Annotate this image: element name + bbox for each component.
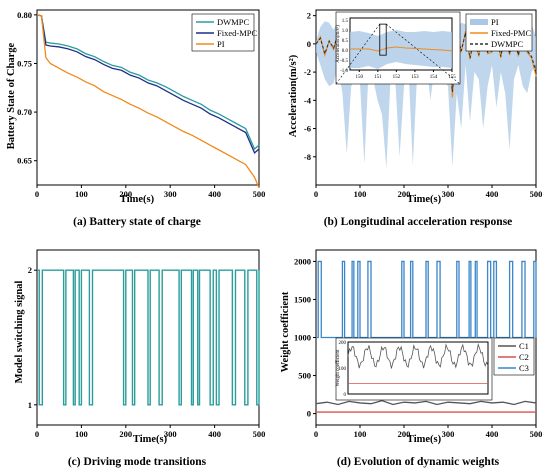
caption-c: (c) Driving mode transitions (68, 456, 207, 468)
inset-x-tick-label-b: 154 (430, 75, 438, 80)
legend-label-a: DWMPC (217, 17, 249, 27)
ylabel-c: Model switching signal (14, 281, 25, 384)
x-tick-label-c: 100 (75, 429, 88, 439)
series-line-a-pi (36, 14, 260, 189)
legend-label-a: PI (217, 39, 225, 49)
x-tick-label-b: 200 (398, 189, 411, 199)
inset-frame-d (335, 337, 493, 401)
series-line-a-fixed-mpc (36, 14, 260, 154)
y-tick-label-b: -8 (304, 152, 311, 162)
y-tick-label-b: -2 (304, 67, 311, 77)
inset-x-tick-label-b: 150 (356, 75, 364, 80)
x-tick-label-a: 0 (35, 189, 39, 199)
x-tick-label-a: 100 (75, 189, 88, 199)
inset-y-tick-label-d: 0 (344, 393, 347, 398)
legend-label-d: C1 (519, 341, 529, 351)
y-tick-label-a: 0.70 (17, 107, 32, 117)
x-tick-label-c: 0 (35, 429, 39, 439)
series-line-d-c3 (316, 260, 537, 339)
panel-acceleration: (b) Longitudinal acceleration response T… (288, 9, 543, 228)
zoom-box-b (379, 23, 387, 56)
y-tick-label-b: -4 (304, 95, 312, 105)
inset-ylabel-d: Weight coefficient (336, 349, 341, 386)
y-tick-label-c: 2 (28, 265, 32, 275)
x-tick-label-b: 100 (354, 189, 367, 199)
legend-label-a: Fixed-MPC (217, 28, 257, 38)
inset-line-d-c1 (347, 343, 489, 369)
ylabel-d: Weight coefficient (280, 291, 291, 372)
x-tick-label-b: 500 (530, 189, 543, 199)
xlabel-b: Time(s) (407, 194, 442, 205)
y-tick-label-d: 500 (298, 371, 311, 381)
y-tick-label-d: 2000 (294, 256, 311, 266)
inset-y-tick-label-b: 0.5 (342, 39, 349, 44)
caption-b: (b) Longitudinal acceleration response (324, 216, 513, 228)
y-tick-label-b: 2 (307, 11, 311, 21)
inset-y-tick-label-b: 1.5 (342, 19, 349, 24)
xlabel-c: Time(s) (133, 434, 168, 445)
caption-d: (d) Evolution of dynamic weights (337, 456, 500, 468)
inset-x-tick-label-b: 152 (393, 75, 401, 80)
x-tick-label-c: 300 (164, 429, 177, 439)
inset-plot-frame-d (347, 341, 489, 395)
x-tick-label-a: 200 (119, 189, 132, 199)
x-tick-label-d: 200 (398, 429, 411, 439)
inset-y-tick-label-b: -1.0 (340, 69, 348, 74)
inset-x-tick-label-b: 153 (411, 75, 419, 80)
inset-y-tick-label-d: 200 (339, 341, 347, 346)
x-tick-label-d: 100 (354, 429, 367, 439)
inset-y-tick-label-d: 100 (339, 367, 347, 372)
y-tick-label-a: 0.80 (17, 10, 32, 20)
x-tick-label-d: 0 (314, 429, 318, 439)
series-line-a-dwmpc (36, 14, 260, 151)
ylabel-b: Acceleration(m/s²) (288, 54, 299, 137)
inset-band-b (350, 30, 452, 69)
panel-battery-soc: (a) Battery state of charge Time(s) Batt… (6, 9, 266, 228)
y-tick-label-b: -6 (304, 124, 311, 134)
x-tick-label-d: 300 (442, 429, 455, 439)
inset-line-b (350, 46, 453, 52)
panel-mode-transitions: (c) Driving mode transitions Time(s) Mod… (14, 249, 266, 468)
inset-y-tick-label-b: 1.0 (342, 29, 349, 34)
xlabel-a: Time(s) (120, 194, 155, 205)
x-tick-label-c: 400 (208, 429, 221, 439)
series-line-d-c1 (315, 399, 537, 406)
plot-frame-a (36, 9, 260, 186)
x-tick-label-b: 400 (486, 189, 499, 199)
x-tick-label-a: 300 (164, 189, 177, 199)
y-tick-label-a: 0.75 (17, 58, 32, 68)
legend-label-d: C3 (519, 363, 529, 373)
y-tick-label-d: 1500 (294, 294, 311, 304)
y-tick-label-c: 1 (28, 400, 32, 410)
caption-a: (a) Battery state of charge (73, 216, 201, 228)
x-tick-label-b: 300 (442, 189, 455, 199)
inset-y-tick-label-b: -0.5 (340, 59, 348, 64)
inset-y-tick-label-b: 0.0 (342, 49, 349, 54)
legend-swatch-b (470, 19, 488, 25)
series-line-c-mode-signal (37, 269, 260, 406)
legend-label-d: C2 (519, 352, 529, 362)
x-tick-label-d: 500 (530, 429, 543, 439)
y-tick-label-d: 0 (307, 409, 311, 419)
zoom-connector-b (335, 23, 381, 85)
inset-ylabel-b: Acceleration(m/s²) (335, 25, 341, 63)
x-tick-label-d: 400 (486, 429, 499, 439)
x-tick-label-a: 400 (208, 189, 221, 199)
x-tick-label-c: 500 (253, 429, 266, 439)
y-tick-label-b: 0 (307, 39, 311, 49)
y-tick-label-d: 1000 (294, 333, 311, 343)
plot-frame-b (315, 9, 537, 186)
legend-label-b: Fixed-PMC (491, 28, 531, 38)
y-tick-label-a: 0.65 (17, 156, 32, 166)
legend-label-b: DWMPC (491, 39, 523, 49)
panel-dynamic-weights: (d) Evolution of dynamic weights Time(s)… (280, 249, 543, 468)
x-tick-label-b: 0 (314, 189, 318, 199)
inset-x-tick-label-b: 151 (374, 75, 382, 80)
ylabel-a: Battery State of Charge (6, 42, 17, 149)
x-tick-label-c: 200 (119, 429, 132, 439)
x-tick-label-a: 500 (253, 189, 266, 199)
legend-label-b: PI (491, 17, 499, 27)
xlabel-d: Time(s) (407, 434, 442, 445)
